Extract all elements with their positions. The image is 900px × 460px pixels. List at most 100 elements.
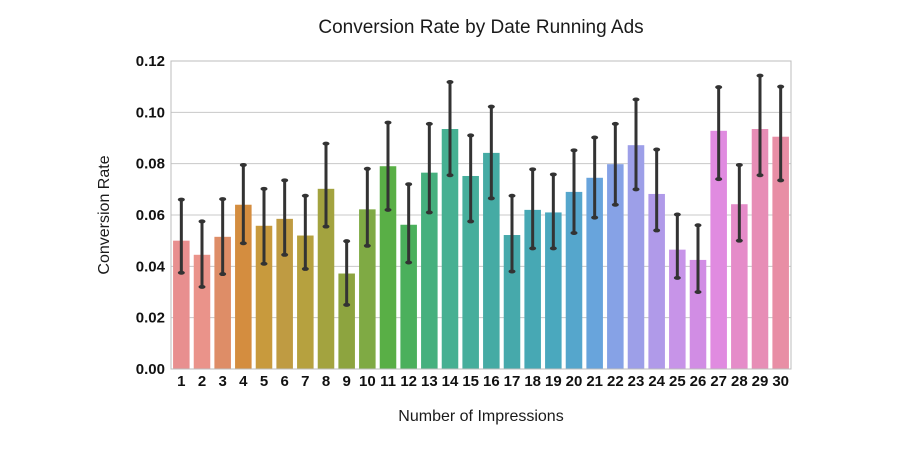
error-cap (694, 290, 702, 294)
bar (462, 175, 479, 369)
error-cap (322, 224, 330, 229)
error-cap (384, 207, 392, 212)
error-cap (756, 73, 764, 78)
error-cap (281, 252, 289, 257)
error-cap (735, 162, 743, 167)
error-cap (632, 187, 640, 192)
error-cap (260, 186, 268, 191)
x-tick-label: 11 (380, 373, 396, 390)
bar (379, 166, 397, 369)
bar (173, 240, 190, 369)
error-cap (405, 260, 413, 265)
bar (545, 212, 562, 369)
bar (751, 129, 769, 369)
x-tick-label: 14 (442, 373, 459, 390)
x-tick-label: 2 (198, 373, 206, 390)
plot-area: 0.000.020.040.060.080.100.121 2 3 4 5 6 7 8 9 10 1… (136, 53, 792, 390)
error-cap (177, 197, 185, 202)
x-tick-label: 26 (690, 373, 707, 390)
bar (669, 249, 686, 369)
error-cap (632, 97, 640, 102)
bar (565, 191, 583, 369)
bar (772, 136, 789, 369)
x-axis-label: Number of Impressions (398, 408, 563, 425)
x-tick-label: 25 (669, 373, 686, 390)
error-cap (219, 272, 227, 277)
plot-frame (170, 60, 792, 370)
x-tick-label: 17 (504, 373, 521, 390)
bar (648, 193, 665, 369)
error-cap (301, 266, 309, 271)
error-cap (260, 261, 268, 266)
error-cap (446, 173, 454, 178)
x-tick-label: 22 (607, 373, 624, 390)
bar (193, 254, 211, 369)
error-cap (322, 141, 330, 146)
bar (338, 273, 355, 369)
bar (524, 209, 541, 369)
error-cap (777, 178, 785, 183)
bar (359, 209, 376, 369)
error-cap (591, 215, 599, 220)
y-tick-label: 0.12 (136, 53, 165, 70)
error-cap (446, 80, 454, 85)
error-cap (487, 196, 495, 201)
error-cap (529, 246, 537, 251)
bar (441, 129, 459, 369)
error-cap (611, 121, 619, 126)
bar (400, 224, 417, 369)
x-tick-label: 18 (524, 373, 541, 390)
error-cap (653, 228, 661, 233)
x-tick-label: 19 (545, 373, 562, 390)
y-axis-label: Conversion Rate (96, 155, 113, 274)
y-tick-label: 0.10 (136, 104, 165, 121)
x-tick-label: 4 (239, 373, 248, 390)
error-cap (239, 162, 247, 167)
error-cap (219, 197, 227, 202)
error-cap (694, 223, 702, 228)
error-cap (177, 270, 185, 275)
x-tick-label: 13 (421, 373, 438, 390)
error-cap (239, 241, 247, 246)
x-tick-label: 28 (731, 373, 748, 390)
error-cap (384, 120, 392, 125)
error-cap (508, 269, 516, 274)
bar (421, 172, 438, 369)
x-tick-label: 5 (260, 373, 268, 390)
x-tick-label: 10 (359, 373, 376, 390)
error-cap (673, 212, 681, 217)
x-tick-label: 21 (586, 373, 603, 390)
bar (255, 225, 273, 369)
error-cap (591, 135, 599, 140)
bar (297, 235, 314, 369)
error-cap (343, 239, 351, 244)
bar (235, 204, 252, 369)
x-tick-label: 6 (280, 373, 288, 390)
bar (710, 130, 727, 369)
error-cap (549, 246, 557, 251)
error-cap (549, 172, 557, 177)
error-cap (715, 85, 723, 90)
error-cap (198, 219, 206, 224)
bar (276, 218, 293, 369)
y-tick-label: 0.08 (136, 156, 165, 173)
bar (689, 259, 707, 369)
bar (503, 235, 521, 369)
error-cap (756, 173, 764, 178)
error-cap (467, 133, 475, 138)
x-tick-label: 29 (752, 373, 769, 390)
x-tick-label: 15 (462, 373, 479, 390)
x-tick-label: 9 (342, 373, 350, 390)
error-cap (467, 219, 475, 224)
x-tick-label: 23 (628, 373, 645, 390)
y-tick-label: 0.06 (136, 207, 165, 224)
error-cap (405, 182, 413, 187)
bar (627, 145, 645, 369)
error-cap (570, 148, 578, 153)
y-tick-label: 0.02 (136, 310, 165, 327)
error-cap (363, 243, 371, 248)
y-tick-label: 0.00 (136, 361, 165, 378)
error-cap (425, 210, 433, 215)
error-cap (363, 166, 371, 171)
error-cap (653, 147, 661, 152)
